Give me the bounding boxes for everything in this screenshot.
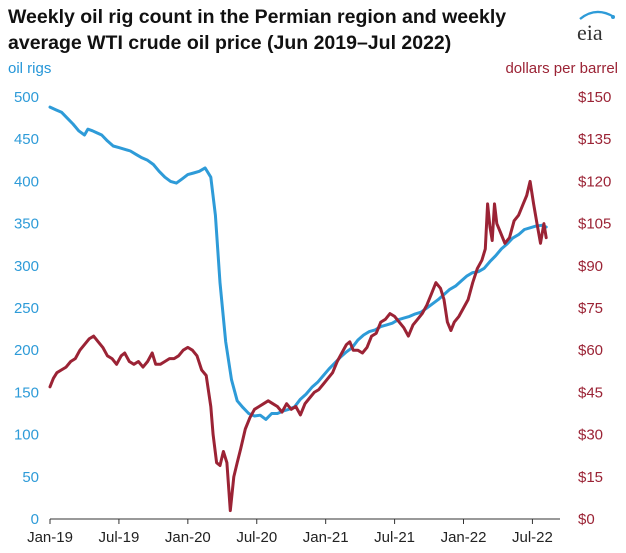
y-right-tick-label: $15 <box>578 469 603 486</box>
y-right-tick-label: $75 <box>578 300 603 317</box>
y-right-tick-label: $0 <box>578 511 595 528</box>
y-left-tick-label: 400 <box>14 173 39 190</box>
y-left-tick-label: 300 <box>14 258 39 275</box>
y-right-tick-label: $60 <box>578 342 603 359</box>
eia-logo-dot <box>611 15 615 19</box>
x-tick-label: Jan-21 <box>303 529 349 546</box>
y-left-tick-label: 350 <box>14 216 39 233</box>
y-left-axis-title: oil rigs <box>8 60 52 77</box>
series-line-oil-rigs <box>48 105 548 421</box>
y-left-tick-label: 200 <box>14 342 39 359</box>
y-right-tick-label: $30 <box>578 427 603 444</box>
y-left-tick-label: 150 <box>14 384 39 401</box>
y-left-tick-label: 500 <box>14 89 39 106</box>
x-tick-label: Jan-20 <box>165 529 211 546</box>
x-tick-label: Jan-19 <box>27 529 73 546</box>
eia-logo-text: eia <box>577 20 603 44</box>
x-tick-label: Jan-22 <box>441 529 487 546</box>
y-right-tick-label: $135 <box>578 131 611 148</box>
chart-title: Weekly oil rig count in the Permian regi… <box>8 4 528 56</box>
y-right-tick-label: $120 <box>578 173 611 190</box>
eia-logo-swoosh <box>579 10 615 20</box>
y-left-tick-label: 250 <box>14 300 39 317</box>
y-right-tick-label: $90 <box>578 258 603 275</box>
chart-title-line-1: Weekly oil rig count in the Permian regi… <box>8 6 507 28</box>
y-left-tick-label: 0 <box>31 511 39 528</box>
x-tick-label: Jul-19 <box>98 529 139 546</box>
y-right-tick-label: $105 <box>578 216 611 233</box>
x-tick-label: Jul-22 <box>512 529 553 546</box>
eia-logo: eia <box>577 10 615 44</box>
x-tick-label: Jul-20 <box>236 529 277 546</box>
chart-title-line-2: average WTI crude oil price (Jun 2019–Ju… <box>8 32 452 54</box>
y-right-tick-label: $150 <box>578 89 611 106</box>
y-left-tick-label: 100 <box>14 427 39 444</box>
y-left-tick-label: 50 <box>22 469 39 486</box>
y-left-tick-label: 450 <box>14 131 39 148</box>
y-right-tick-label: $45 <box>578 384 603 401</box>
x-tick-label: Jul-21 <box>374 529 415 546</box>
y-right-axis-title: dollars per barrel <box>505 60 618 77</box>
series-line-wti-price <box>48 179 548 513</box>
